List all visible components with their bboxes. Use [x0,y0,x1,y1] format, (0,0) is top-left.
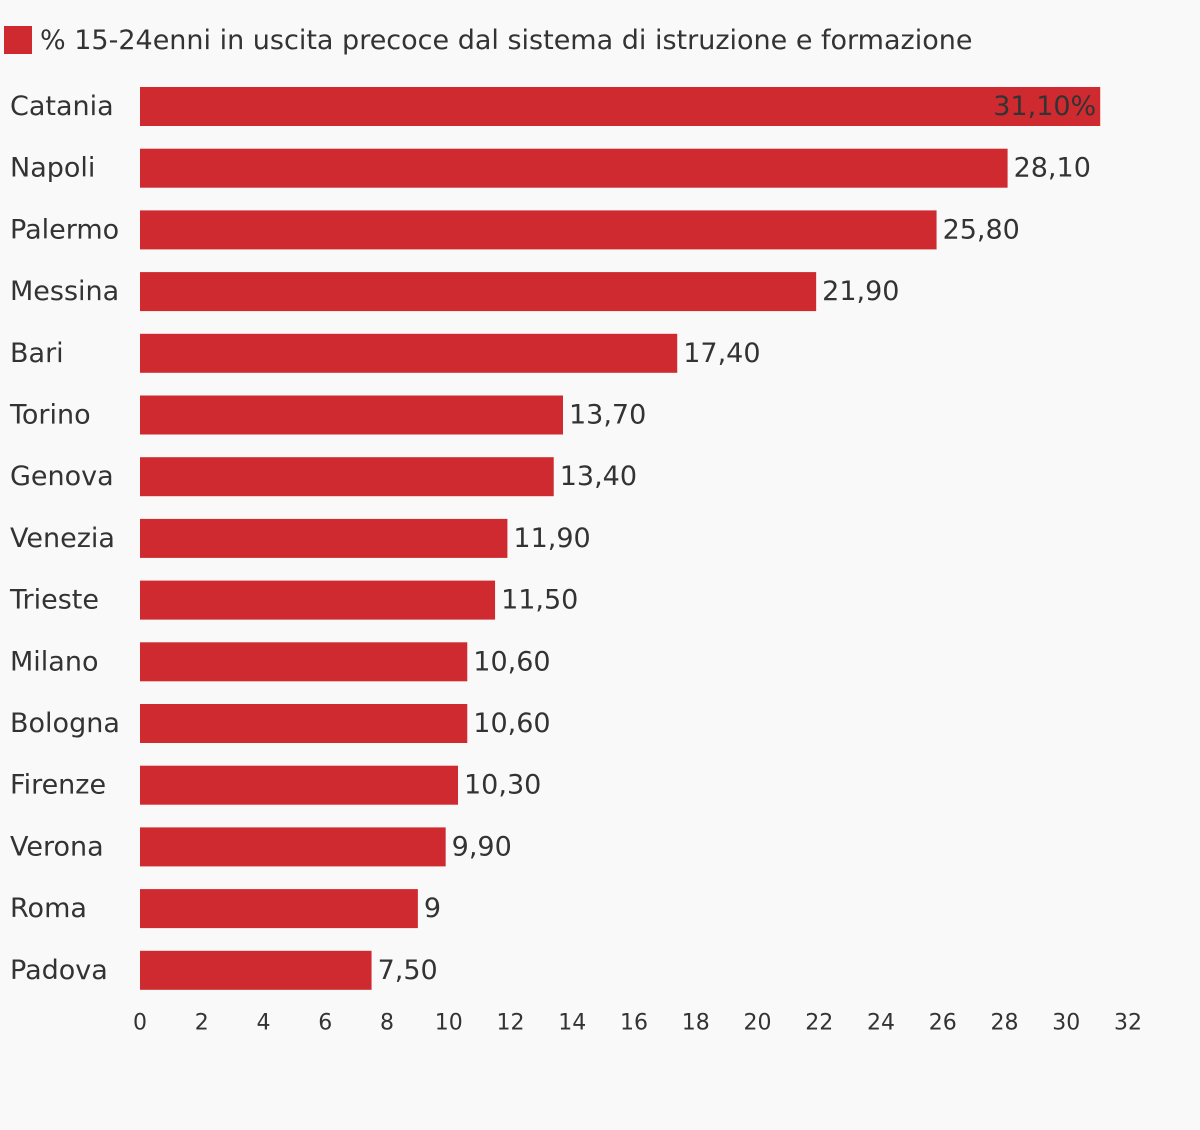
value-label: 28,10 [1014,153,1091,184]
bar-trieste [140,580,496,620]
x-tick-label: 22 [805,1011,833,1036]
category-label: Padova [10,955,108,986]
x-tick-label: 30 [1052,1011,1080,1036]
x-tick-label: 18 [682,1011,710,1036]
x-tick-label: 2 [195,1011,209,1036]
x-tick-label: 26 [929,1011,957,1036]
x-tick-label: 10 [435,1011,463,1036]
value-label: 21,90 [822,276,899,307]
value-label: 10,60 [473,646,550,677]
x-tick-label: 0 [133,1011,147,1036]
x-tick-label: 4 [257,1011,271,1036]
category-label: Roma [10,893,87,924]
value-label: 25,80 [943,214,1020,245]
category-label: Venezia [10,523,115,554]
bar-verona [140,827,446,867]
bar-catania [140,87,1101,126]
value-label: 17,40 [683,338,760,369]
bar-venezia [140,518,508,558]
category-label: Messina [10,276,119,307]
category-label: Torino [9,400,91,431]
x-tick-label: 6 [318,1011,332,1036]
x-tick-label: 24 [867,1011,895,1036]
value-label: 9 [424,893,441,924]
category-label: Bari [10,338,64,369]
value-label: 7,50 [378,955,438,986]
value-label: 13,70 [569,400,646,431]
value-label: 11,50 [501,585,578,616]
value-label: 10,60 [473,708,550,739]
x-tick-label: 14 [558,1011,586,1036]
bar-milano [140,642,468,682]
bar-torino [140,395,563,435]
bar-bari [140,333,678,373]
category-label: Palermo [10,214,119,245]
value-label: 31,10% [993,91,1096,122]
bar-messina [140,272,817,312]
value-label: 10,30 [464,770,541,801]
category-label: Catania [10,91,114,122]
category-label: Milano [10,646,98,677]
legend-swatch [4,26,32,54]
x-tick-label: 12 [497,1011,525,1036]
legend: % 15-24enni in uscita precoce dal sistem… [4,24,972,56]
category-labels: Catania Napoli Palermo Messina Bari Torino Gen… [9,91,120,986]
legend-label: % 15-24enni in uscita precoce dal sistem… [40,24,973,56]
value-labels: 31,10% 28,10 25,80 21,90 17,40 13,70 13,40 11,9… [378,91,1097,986]
bar-palermo [140,210,937,250]
category-label: Verona [10,831,104,862]
bar-genova [140,457,554,497]
bar-padova [140,950,372,990]
category-label: Napoli [10,153,95,184]
category-label: Bologna [10,708,120,739]
x-tick-label: 32 [1114,1011,1142,1036]
x-tick-label: 16 [620,1011,648,1036]
value-label: 13,40 [560,461,637,492]
bars-layer [140,87,1101,990]
category-label: Firenze [10,770,106,801]
value-label: 11,90 [513,523,590,554]
bar-firenze [140,765,459,805]
value-label: 9,90 [452,831,512,862]
bar-napoli [140,148,1008,188]
category-label: Trieste [9,585,99,616]
x-tick-label: 20 [744,1011,772,1036]
x-tick-label: 28 [991,1011,1019,1036]
category-label: Genova [10,461,114,492]
bar-bologna [140,704,468,743]
x-axis-ticks: 0 2 4 6 8 10 12 14 16 18 20 22 24 26 28 30 32 [133,1011,1142,1036]
bar-roma [140,889,418,929]
x-tick-label: 8 [380,1011,394,1036]
